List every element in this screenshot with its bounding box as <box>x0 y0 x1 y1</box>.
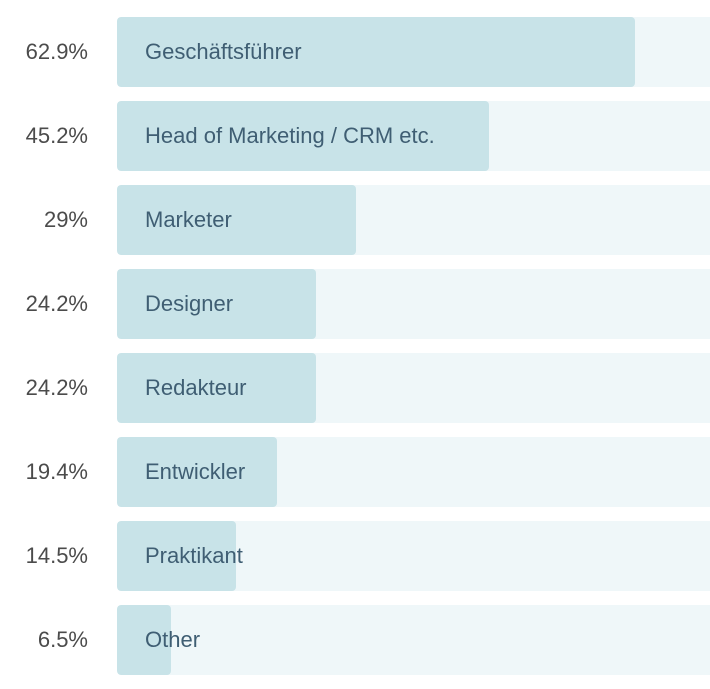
bar-track: Entwickler <box>117 437 710 507</box>
category-label: Entwickler <box>145 459 246 484</box>
bar <box>117 101 489 171</box>
bar <box>117 437 277 507</box>
bar-track: Head of Marketing / CRM etc. <box>117 101 710 171</box>
bar <box>117 185 356 255</box>
category-label: Head of Marketing / CRM etc. <box>145 123 435 148</box>
bar <box>117 17 635 87</box>
bar <box>117 521 236 591</box>
bar-row: 14.5% Praktikant <box>0 521 710 591</box>
bar-row: 19.4% Entwickler <box>0 437 710 507</box>
category-label: Other <box>145 627 201 652</box>
value-label: 19.4% <box>25 459 88 484</box>
bar-track: Redakteur <box>117 353 710 423</box>
value-label: 62.9% <box>25 39 88 64</box>
bar-track: Marketer <box>117 185 710 255</box>
bar-row: 62.9% Geschäftsführer <box>0 17 710 87</box>
bar-row: 45.2% Head of Marketing / CRM etc. <box>0 101 710 171</box>
bar-row: 24.2% Designer <box>0 269 710 339</box>
bar <box>117 605 171 675</box>
category-label: Marketer <box>145 207 232 232</box>
category-label: Geschäftsführer <box>145 39 302 64</box>
value-label: 24.2% <box>25 291 88 316</box>
category-label: Praktikant <box>145 543 243 568</box>
bar <box>117 269 316 339</box>
bar-row: 29% Marketer <box>0 185 710 255</box>
category-label: Redakteur <box>145 375 247 400</box>
value-label: 29% <box>43 207 88 232</box>
bar-row: 24.2% Redakteur <box>0 353 710 423</box>
bar <box>117 353 316 423</box>
category-label: Designer <box>145 291 234 316</box>
value-label: 6.5% <box>37 627 88 652</box>
value-label: 14.5% <box>25 543 88 568</box>
value-label: 45.2% <box>25 123 88 148</box>
bar-track: Other <box>117 605 710 675</box>
value-label: 24.2% <box>25 375 88 400</box>
bar-row: 6.5% Other <box>0 605 710 675</box>
bar-track: Praktikant <box>117 521 710 591</box>
bar-track: Geschäftsführer <box>117 17 710 87</box>
bar-track: Designer <box>117 269 710 339</box>
